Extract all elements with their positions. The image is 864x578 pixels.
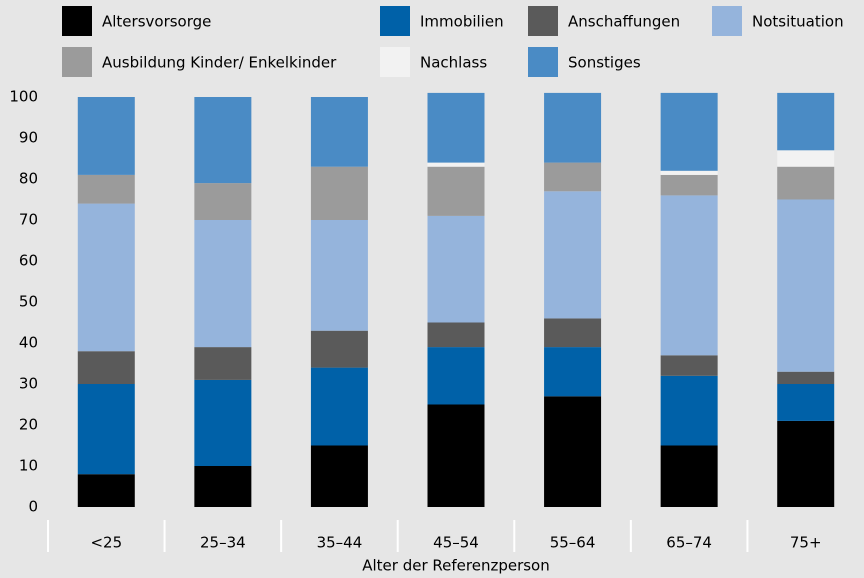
bar-segment (194, 97, 252, 184)
bar-segment (194, 347, 252, 380)
y-tick-label: 40 (19, 334, 38, 352)
y-tick-label: 20 (19, 416, 38, 434)
bar-segment (427, 162, 485, 167)
bar-segment (660, 170, 718, 175)
y-tick-label: 70 (19, 211, 38, 229)
bar-segment (544, 396, 602, 507)
bar-segment (660, 355, 718, 376)
bar-segment (777, 371, 835, 384)
bar-segment (194, 220, 252, 348)
bar-segment (77, 384, 135, 475)
bar-segment (194, 379, 252, 466)
y-tick-label: 80 (19, 170, 38, 188)
bar-segment (544, 318, 602, 348)
bar-segment (77, 474, 135, 507)
bar-segment (77, 97, 135, 175)
bar-segment (427, 404, 485, 507)
legend-label: Immobilien (420, 13, 504, 31)
bar-segment (427, 347, 485, 405)
bar-segment (427, 92, 485, 163)
legend-swatch (380, 47, 410, 77)
x-tick-label: 75+ (790, 534, 822, 552)
bar-segment (660, 195, 718, 356)
bar-segment (77, 351, 135, 384)
legend-label: Notsituation (752, 13, 844, 31)
bar-segment (544, 162, 602, 192)
legend-label: Ausbildung Kinder/ Enkelkinder (102, 54, 337, 72)
bar-segment (77, 174, 135, 204)
x-axis-title: Alter der Referenzperson (362, 557, 550, 575)
x-tick-label: 25–34 (200, 534, 246, 552)
bar-segment (544, 92, 602, 163)
legend-swatch (528, 47, 558, 77)
bar-segment (544, 191, 602, 319)
bar-segment (310, 330, 368, 368)
bar-segment (777, 199, 835, 372)
bar-segment (194, 183, 252, 220)
bar-segment (310, 445, 368, 507)
bar-segment (427, 215, 485, 323)
legend-label: Anschaffungen (568, 13, 680, 31)
x-tick-label: 35–44 (317, 534, 363, 552)
bar-segment (660, 174, 718, 196)
legend-swatch (62, 47, 92, 77)
x-tick-label: 65–74 (666, 534, 712, 552)
bar-segment (194, 466, 252, 507)
legend-label: Sonstiges (568, 54, 641, 72)
x-tick-label: 45–54 (433, 534, 479, 552)
bar-segment (427, 322, 485, 348)
bar-segment (777, 166, 835, 200)
y-tick-label: 0 (28, 498, 38, 516)
bar-segment (660, 445, 718, 507)
legend-label: Nachlass (420, 54, 487, 72)
bar-segment (427, 166, 485, 216)
legend-swatch (62, 6, 92, 36)
bar-segment (310, 166, 368, 220)
bar-segment (777, 92, 835, 151)
y-tick-label: 100 (9, 88, 38, 106)
bar-segment (777, 420, 835, 507)
bar-segment (310, 97, 368, 167)
x-tick-label: <25 (90, 534, 122, 552)
y-tick-label: 50 (19, 293, 38, 311)
bar-segment (544, 347, 602, 397)
bar-segment (77, 203, 135, 352)
legend-swatch (380, 6, 410, 36)
bar-segment (777, 384, 835, 421)
y-tick-label: 10 (19, 457, 38, 475)
bar-segment (660, 92, 718, 171)
legend-label: Altersvorsorge (102, 13, 211, 31)
bar-segment (310, 367, 368, 446)
y-tick-label: 60 (19, 252, 38, 270)
y-tick-label: 30 (19, 375, 38, 393)
bar-segment (777, 150, 835, 167)
y-tick-label: 90 (19, 129, 38, 147)
bar-segment (660, 375, 718, 446)
legend-swatch (712, 6, 742, 36)
bar-segment (310, 220, 368, 331)
legend-swatch (528, 6, 558, 36)
x-tick-label: 55–64 (550, 534, 596, 552)
